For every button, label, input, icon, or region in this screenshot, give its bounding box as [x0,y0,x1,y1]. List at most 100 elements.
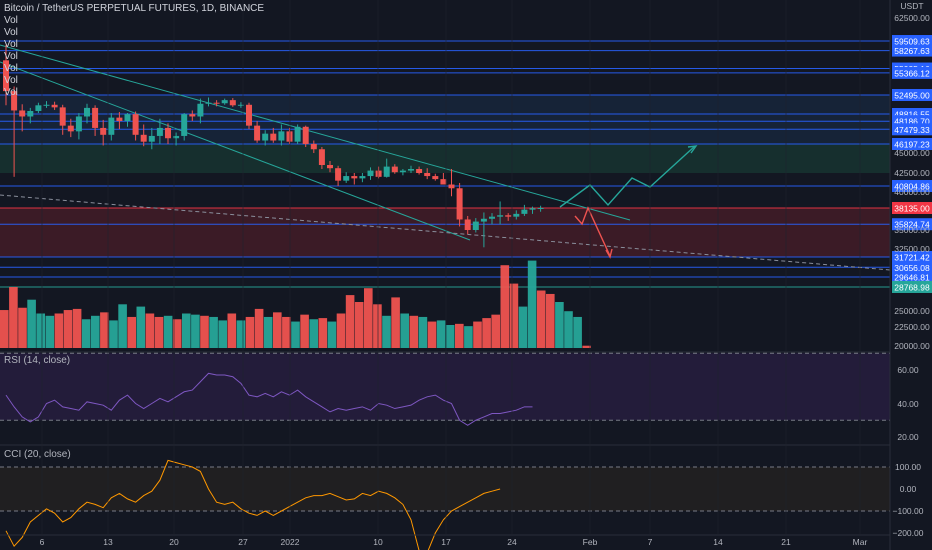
volume-bar [354,302,364,348]
level-tag [892,218,932,231]
price-tick-label: 62500.00 [894,13,930,23]
volume-bar [291,321,300,348]
candle-body [108,117,115,135]
cci-pane-title[interactable]: CCI (20, close) [4,449,71,460]
price-tick-label: 35000.00 [894,225,930,235]
volume-bar [518,306,528,348]
candle-body [19,110,26,117]
level-tag [892,179,932,192]
candle-body [221,100,228,104]
candle-body [84,107,90,117]
volume-bar [27,299,36,348]
price-tick-label: 40000.00 [894,187,930,197]
volume-bar [327,321,337,348]
indicator-row-vol[interactable]: Vol [4,63,18,74]
candle-body [75,116,82,132]
price-tick-label: 25000.00 [894,306,930,316]
candle-body [270,133,277,141]
indicator-row-vol[interactable]: Vol [4,87,18,98]
price-tick-label: 42500.00 [894,168,930,178]
volume-bar [9,287,18,348]
level-label: 30656.08 [894,263,930,273]
candle-body [424,173,431,177]
volume-bar [582,345,591,348]
candle-body [318,149,325,165]
indicator-row-vol[interactable]: Vol [4,27,18,38]
volume-bar [0,310,9,348]
time-tick-label: 27 [238,537,248,547]
price-axis: 59509.6358267.6355935.1655366.1252495.00… [889,0,932,550]
volume-bar [54,313,64,348]
time-tick-label: 20 [169,537,179,547]
candle-body [59,107,66,126]
price-tick-label: 45000.00 [894,148,930,158]
volume-bar [473,321,482,348]
indicator-row-vol[interactable]: Vol [4,51,18,62]
indicator-row-vol[interactable]: Vol [4,75,18,86]
volume-bar [191,314,200,348]
candle-body [464,219,471,230]
candle-body [3,60,9,92]
volume-bar [382,315,391,348]
volume-bar [500,265,510,348]
candle-body [351,176,358,179]
volume-bar [391,297,400,348]
candle-body [237,104,244,106]
time-tick-label: 21 [781,537,791,547]
candle-body [302,126,309,144]
time-tick-label: Feb [583,537,598,547]
time-tick-label: 10 [373,537,383,547]
volume-bar [300,314,309,348]
candle-body [480,218,487,222]
volume-bar [555,302,564,348]
level-label: 29646.81 [894,272,930,282]
indicator-row-vol[interactable]: Vol [4,15,18,26]
volume-bar [345,295,355,348]
bearish-projection [574,206,611,257]
candle-body [213,102,220,104]
candle-body [173,135,180,139]
time-tick-label: 2022 [281,537,300,547]
volume-bar [263,316,273,348]
candle-body [92,107,99,128]
level-label: 59509.63 [894,37,930,47]
level-label: 28768.98 [894,282,930,292]
indicator-row-vol[interactable]: Vol [4,39,18,50]
candle-body [189,114,196,117]
level-label: 35824.74 [894,220,930,230]
candle-body [399,170,406,173]
candle-body [383,166,390,177]
time-axis: 6 13 20 27 2022 10 17 24 Feb 7 14 21 Mar [0,534,890,547]
level-label: 55366.12 [894,68,930,78]
candle-body [359,176,366,179]
level-tag [892,89,932,101]
candle-body [254,125,261,141]
candle-body [246,104,252,126]
cci-tick-label: 100.00 [895,462,921,472]
volume-bar [573,316,582,348]
cci-tick-label: 0.00 [900,484,917,494]
rsi-line [5,372,533,426]
rsi-pane-title[interactable]: RSI (14, close) [4,355,71,366]
volume-bar [18,307,27,348]
price-tick-label: 32500.00 [894,244,930,254]
candle-body [489,216,495,219]
symbol-title[interactable]: Bitcoin / TetherUS PERPETUAL FUTURES, 1D… [4,3,265,14]
level-label: 48186.70 [894,117,930,127]
candle-body [35,105,42,111]
volume-bar [127,316,136,348]
candle-body [416,169,423,173]
candle-body [310,143,317,150]
time-tick-label: 13 [103,537,113,547]
candle-body [367,170,374,177]
price-tick-label: 22500.00 [894,322,930,332]
blue-zone [0,95,890,144]
volume-bar [464,326,473,348]
candle-body [537,208,544,209]
candle-body [116,117,123,122]
level-label: 58267.63 [894,46,930,56]
rsi-tick-label: 60.00 [897,365,919,375]
candle-body [335,168,342,181]
volume-bar [254,308,264,348]
